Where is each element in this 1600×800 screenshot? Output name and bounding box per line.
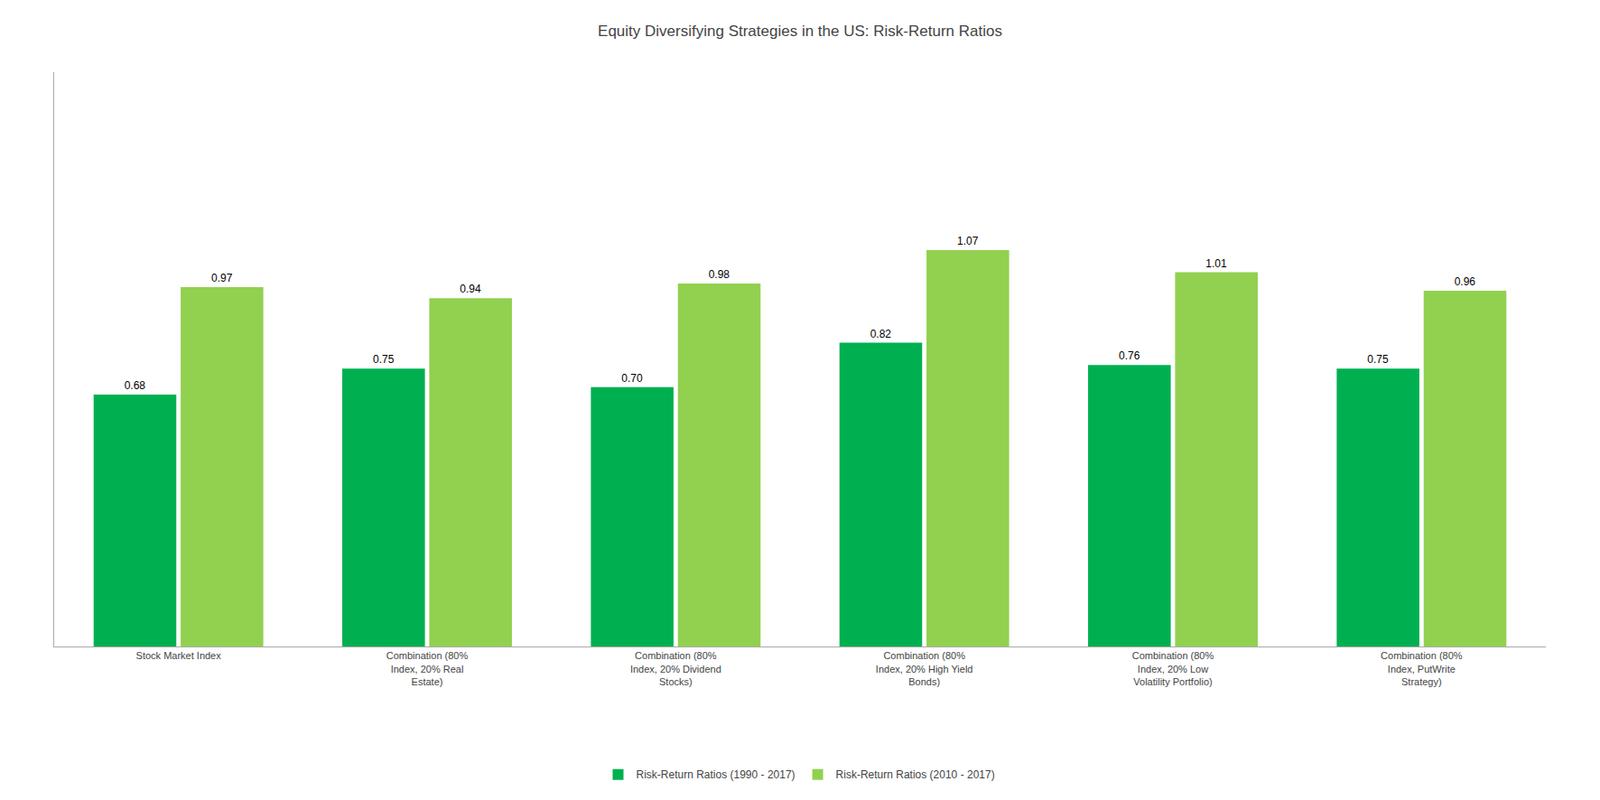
svg-text:1.01: 1.01	[1205, 257, 1228, 270]
svg-text:Combination (80%Index, 20% Div: Combination (80%Index, 20% DividendStock…	[630, 650, 722, 688]
svg-text:0.68: 0.68	[124, 379, 147, 392]
svg-text:0.70: 0.70	[621, 372, 643, 385]
svg-text:Risk-Return Ratios (1990 - 201: Risk-Return Ratios (1990 - 2017)	[636, 768, 796, 782]
svg-text:0.82: 0.82	[870, 327, 893, 341]
svg-text:Combination (80%Index, 20% Low: Combination (80%Index, 20% LowVolatility…	[1132, 650, 1215, 688]
svg-text:0.75: 0.75	[372, 353, 395, 366]
svg-text:Stock Market Index: Stock Market Index	[136, 650, 223, 661]
svg-text:Combination (80%Index, 20% Rea: Combination (80%Index, 20% RealEstate)	[386, 650, 469, 688]
svg-text:0.97: 0.97	[211, 271, 233, 285]
svg-text:0.94: 0.94	[459, 282, 482, 296]
svg-text:Combination (80%Index, PutWrit: Combination (80%Index, PutWriteStrategy)	[1380, 650, 1463, 688]
svg-text:0.98: 0.98	[708, 268, 731, 281]
svg-text:0.96: 0.96	[1454, 275, 1477, 289]
svg-text:0.76: 0.76	[1118, 349, 1141, 363]
svg-text:0.75: 0.75	[1367, 353, 1389, 366]
svg-text:Combination (80%Index, 20% Hig: Combination (80%Index, 20% High YieldBon…	[875, 650, 974, 688]
svg-text:Risk-Return Ratios (2010 - 201: Risk-Return Ratios (2010 - 2017)	[836, 768, 996, 782]
svg-text:Equity Diversifying Strategies: Equity Diversifying Strategies in the US…	[597, 22, 1003, 40]
svg-text:1.07: 1.07	[957, 234, 979, 248]
